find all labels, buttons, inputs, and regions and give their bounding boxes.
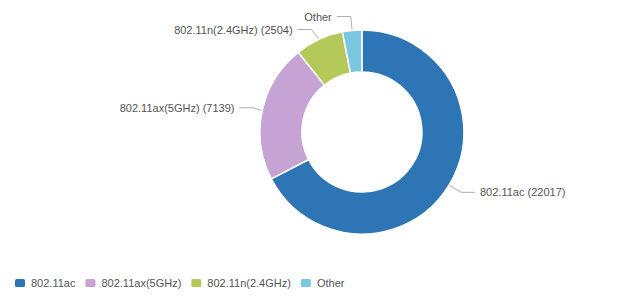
svg-text:Other: Other xyxy=(304,11,332,23)
svg-text:802.11ac: 802.11ac xyxy=(31,277,76,289)
svg-text:802.11ax(5GHz): 802.11ax(5GHz) xyxy=(101,277,181,289)
svg-text:802.11ax(5GHz) (7139): 802.11ax(5GHz) (7139) xyxy=(120,102,235,114)
svg-text:802.11n(2.4GHz): 802.11n(2.4GHz) xyxy=(207,277,291,289)
svg-text:802.11n(2.4GHz) (2504): 802.11n(2.4GHz) (2504) xyxy=(174,24,292,36)
svg-text:Other: Other xyxy=(317,277,345,289)
svg-text:802.11ac (22017): 802.11ac (22017) xyxy=(480,186,565,198)
